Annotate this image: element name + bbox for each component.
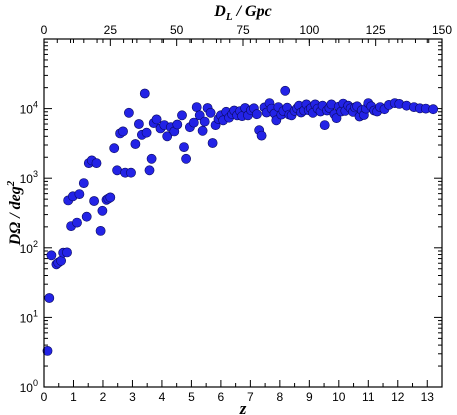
y-tick-label: 102 <box>20 239 38 256</box>
data-point <box>205 107 216 118</box>
data-point <box>44 293 55 303</box>
data-point <box>151 114 162 125</box>
data-point <box>331 113 342 123</box>
x-tick-label: 2 <box>100 390 107 404</box>
data-point <box>141 127 152 138</box>
x-tick-label: 3 <box>129 390 136 404</box>
data-point <box>162 131 173 142</box>
data-point <box>91 158 102 168</box>
data-point <box>56 255 66 266</box>
data-point <box>89 196 99 206</box>
data-point <box>97 205 108 216</box>
x-tick-label: 4 <box>159 390 166 404</box>
data-point <box>207 138 218 148</box>
data-point <box>123 107 134 118</box>
data-point <box>109 143 120 154</box>
data-point <box>139 88 150 99</box>
plot-frame <box>43 38 443 388</box>
y-tick-label: 100 <box>20 378 38 395</box>
data-point <box>188 117 199 128</box>
y-tick-label: 104 <box>20 100 38 117</box>
data-point <box>144 165 155 176</box>
x2-tick-label: 25 <box>104 23 118 37</box>
data-point <box>179 142 189 152</box>
data-point <box>177 110 187 121</box>
data-point <box>199 116 210 127</box>
x-tick-label: 6 <box>218 390 225 404</box>
data-point <box>62 247 72 258</box>
data-point <box>78 178 89 188</box>
x-tick-label: 12 <box>391 390 405 404</box>
tick-layer: 0 1 2 3 4 5 6 7 8 9 10 11 12 130 25 50 75 100 125 150100101… <box>20 23 453 404</box>
x-tick-label: 10 <box>332 390 346 404</box>
data-point <box>118 126 128 137</box>
data-point <box>428 104 439 115</box>
x2-tick-label: 100 <box>299 23 319 37</box>
data-point <box>133 119 144 129</box>
data-point <box>197 125 208 136</box>
data-point <box>191 102 202 112</box>
data-point <box>130 139 141 149</box>
x-tick-label: 7 <box>247 390 254 404</box>
data-point <box>172 119 183 130</box>
data-point <box>251 109 262 120</box>
data-point <box>126 167 136 178</box>
x-tick-label: 0 <box>41 390 48 404</box>
data-point <box>256 130 267 141</box>
x-tick-label: 13 <box>421 390 435 404</box>
y-tick-label: 103 <box>20 169 38 186</box>
data-point <box>72 217 82 228</box>
x2-tick-label: 75 <box>236 23 250 37</box>
x-tick-label: 11 <box>362 390 375 404</box>
x2-tick-label: 150 <box>432 23 452 37</box>
data-point <box>81 211 92 222</box>
data-point <box>146 153 157 164</box>
top-axis-title: DL / Gpc <box>213 3 271 23</box>
data-point <box>95 225 106 236</box>
points-layer <box>42 85 439 356</box>
y-tick-label: 101 <box>20 308 38 325</box>
data-point <box>74 189 85 199</box>
x2-tick-label: 125 <box>366 23 386 37</box>
x2-tick-label: 50 <box>170 23 184 37</box>
data-point <box>280 85 291 96</box>
data-point <box>42 345 53 356</box>
x-tick-label: 8 <box>277 390 284 404</box>
data-point <box>319 120 330 130</box>
y-axis-title: DΩ / deg2 <box>5 180 24 246</box>
x-tick-label: 9 <box>306 390 313 404</box>
x2-tick-label: 0 <box>41 23 48 37</box>
data-point <box>46 250 57 261</box>
x-tick-label: 5 <box>188 390 195 404</box>
data-point <box>105 192 116 203</box>
x-axis-title: z <box>239 399 247 415</box>
x-tick-label: 1 <box>70 390 77 404</box>
data-point <box>181 153 191 164</box>
